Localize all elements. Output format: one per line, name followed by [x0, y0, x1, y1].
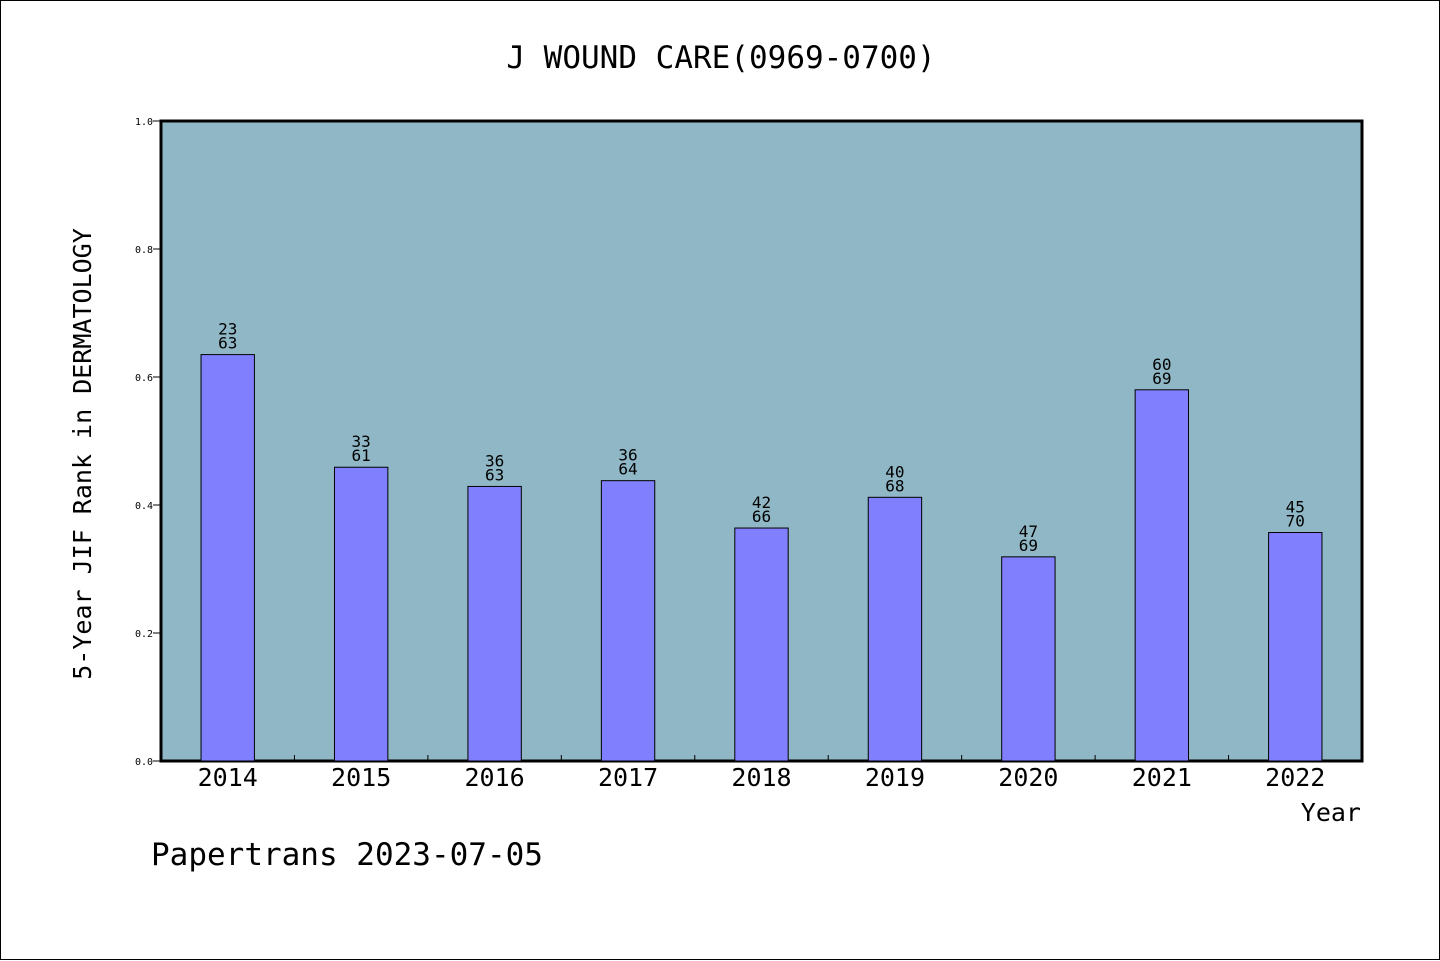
chart-title: J WOUND CARE(0969-0700) [506, 40, 935, 76]
bar-label-rank: 45 [1286, 498, 1305, 517]
bar-2017 [600, 480, 656, 762]
x-axis-ticks [293, 755, 1230, 761]
bar-label-total: 69 [1019, 536, 1038, 555]
bar-2019 [867, 496, 923, 762]
x-tick-label-2020: 2020 [998, 763, 1058, 792]
bar-2020 [1001, 556, 1056, 762]
y-tick-label: 0.6 [135, 373, 153, 384]
x-tick-label-2019: 2019 [865, 763, 925, 792]
bar-label-rank: 23 [218, 320, 237, 339]
bar-2018 [734, 527, 789, 762]
x-axis-tick-labels: 2014 2015 2016 2017 2018 2019 2020 2021 2022 [198, 763, 1326, 792]
y-axis-label: 5-Year JIF Rank in DERMATOLOGY [68, 228, 97, 680]
bar-label-total: 70 [1286, 512, 1305, 531]
bar-label-total: 63 [218, 334, 237, 353]
x-axis-label: Year [1301, 798, 1361, 827]
y-tick-label: 0.8 [135, 245, 153, 256]
bar-2021 [1134, 389, 1190, 762]
y-tick-label: 0.0 [135, 757, 153, 768]
y-tick-label: 1.0 [135, 117, 153, 128]
y-tick-label: 0.4 [135, 501, 153, 512]
bars [200, 354, 1323, 762]
bar-2014 [200, 354, 255, 762]
bar-label-total: 69 [1152, 369, 1171, 388]
x-tick-label-2022: 2022 [1265, 763, 1325, 792]
bar-label-rank: 36 [618, 446, 637, 465]
bar-label-total: 61 [352, 446, 371, 465]
bar-2015 [333, 466, 389, 762]
bar-label-total: 66 [752, 507, 771, 526]
bar-2022 [1268, 532, 1323, 762]
x-tick-label-2015: 2015 [331, 763, 391, 792]
bar-label-rank: 47 [1019, 522, 1038, 541]
bar-label-rank: 36 [485, 451, 504, 470]
bar-label-total: 68 [885, 476, 904, 495]
bar-label-total: 63 [485, 465, 504, 484]
x-tick-label-2014: 2014 [198, 763, 258, 792]
y-axis-ticks: 0.0 0.2 0.4 0.6 0.8 1.0 [135, 117, 161, 768]
y-tick-label: 0.2 [135, 629, 153, 640]
bar-label-rank: 40 [885, 462, 904, 481]
x-tick-label-2017: 2017 [598, 763, 658, 792]
x-tick-label-2018: 2018 [731, 763, 791, 792]
x-tick-label-2016: 2016 [465, 763, 525, 792]
x-tick-label-2021: 2021 [1132, 763, 1192, 792]
bar-2016 [467, 485, 522, 762]
bar-label-total: 64 [618, 460, 637, 479]
bar-label-rank: 42 [752, 493, 771, 512]
footer-text: Papertrans 2023-07-05 [151, 837, 543, 873]
bar-label-rank: 60 [1152, 355, 1171, 374]
bar-label-rank: 33 [352, 432, 371, 451]
